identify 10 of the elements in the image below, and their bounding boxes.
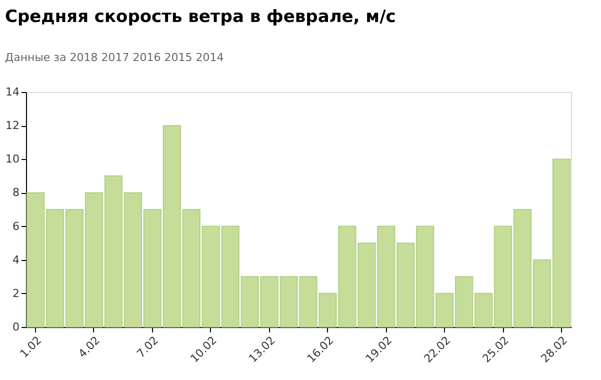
y-tick-label: 2 xyxy=(12,286,20,300)
y-tick-label: 14 xyxy=(6,86,20,98)
y-tick-label: 4 xyxy=(12,253,20,266)
y-tick-label: 0 xyxy=(12,320,20,334)
chart-title: Средняя скорость ветра в феврале, м/с xyxy=(5,7,396,27)
y-tick-label: 12 xyxy=(6,119,20,132)
y-tick-label: 8 xyxy=(12,186,20,200)
chart-subtitle: Данные за 2018 2017 2016 2015 2014 xyxy=(5,51,224,64)
y-tick-label: 10 xyxy=(6,152,20,166)
y-tick-label: 6 xyxy=(12,220,20,233)
